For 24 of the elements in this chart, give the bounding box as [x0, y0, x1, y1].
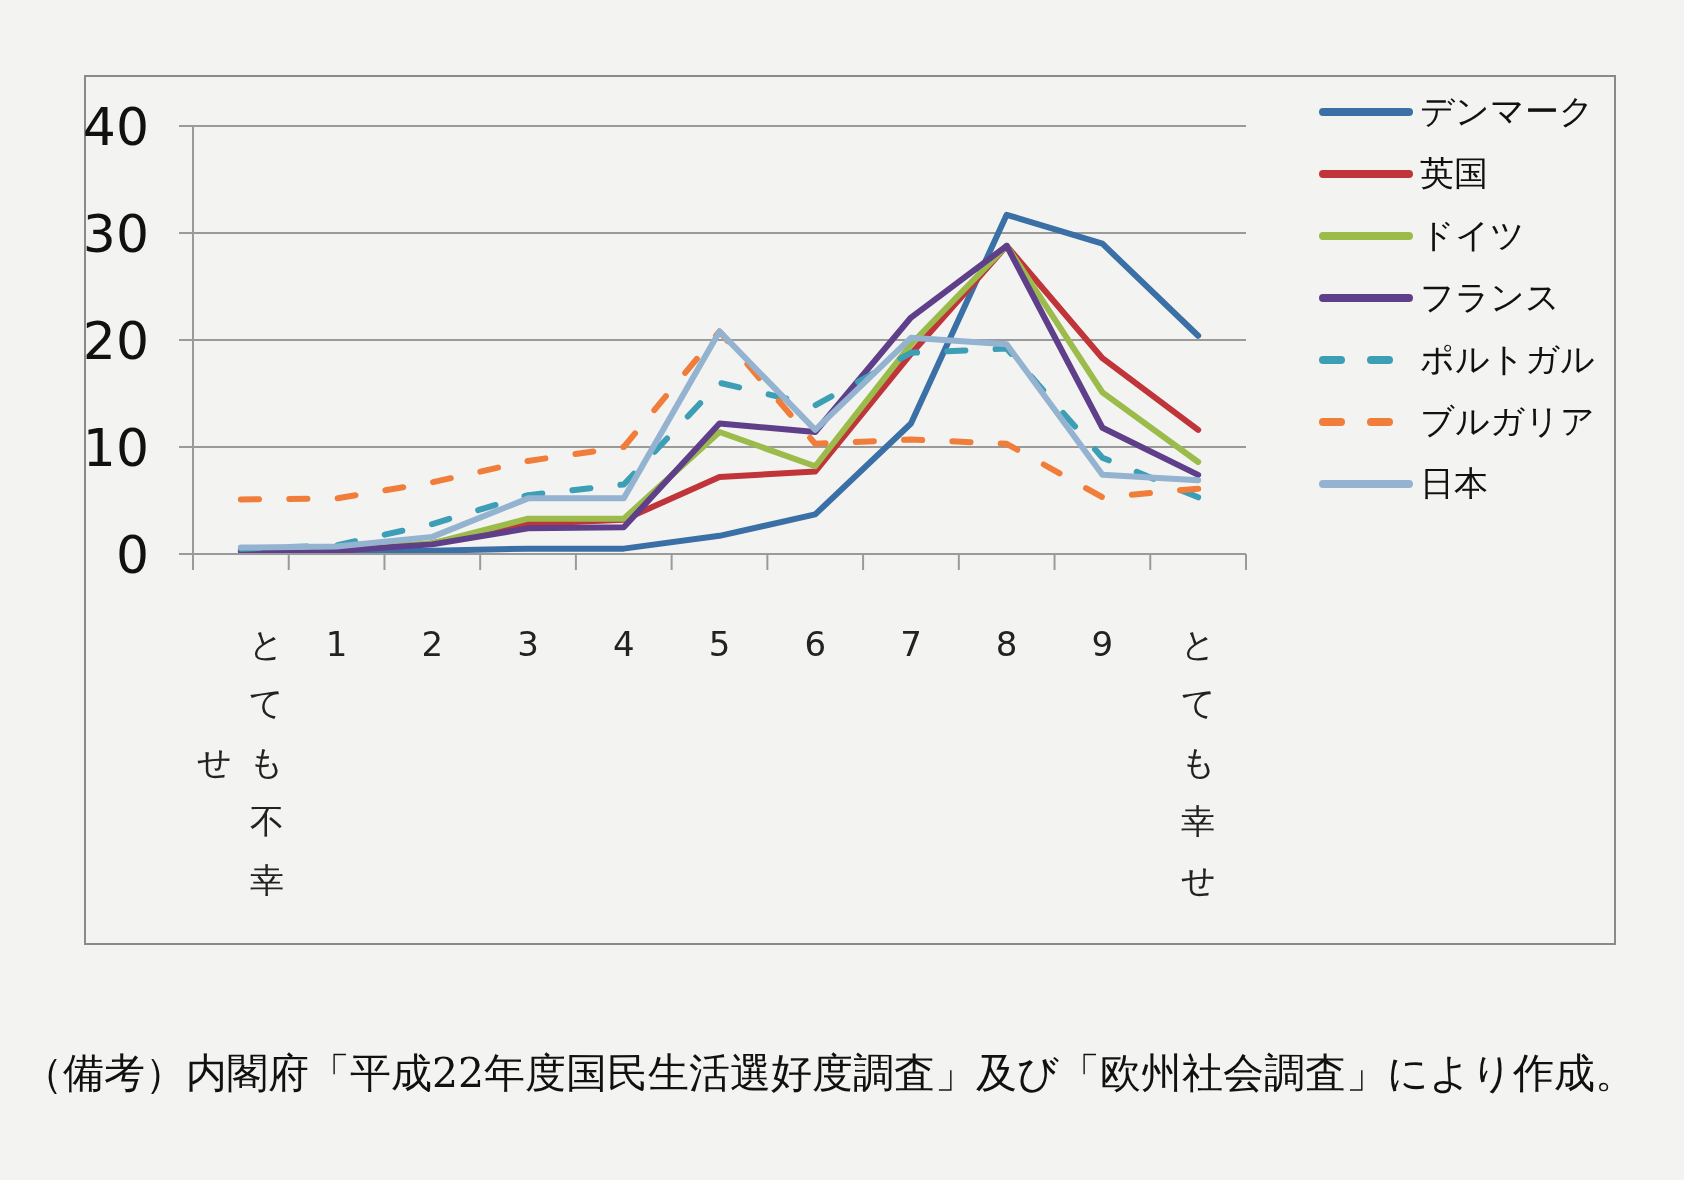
x-tick-label: 2 [421, 624, 444, 665]
y-tick-label: 10 [82, 418, 149, 478]
legend-label: フランス [1420, 276, 1560, 319]
y-tick-label: 20 [82, 311, 149, 371]
x-tick-label: 9 [1091, 624, 1114, 665]
text: （備考）内閣府「平成22年度国民生活選好度調査」及び「欧州社会調査」により作成。 [22, 1048, 1637, 1099]
x-tick-label: 4 [612, 624, 635, 665]
legend-label: 英国 [1420, 152, 1488, 195]
y-tick-label: 30 [82, 204, 149, 264]
legend-label: ポルトガル [1420, 338, 1595, 381]
category-label: とても不幸せ [197, 624, 285, 901]
legend-label: ドイツ [1420, 214, 1525, 257]
y-tick-label: 0 [115, 525, 149, 585]
x-tick-label: 3 [517, 624, 539, 665]
x-tick-label: 7 [900, 624, 922, 665]
y-tick-label: 40 [82, 97, 149, 157]
x-tick-label: 5 [708, 624, 731, 665]
legend-label: 日本 [1420, 462, 1488, 505]
x-tick-label: 8 [995, 624, 1018, 665]
x-tick-label: とても幸せ [1180, 624, 1216, 901]
legend-label: デンマーク [1420, 90, 1594, 133]
x-tick-label: 1 [325, 624, 348, 665]
legend-label: ブルガリア [1420, 400, 1595, 443]
x-tick-label: 6 [804, 624, 827, 665]
